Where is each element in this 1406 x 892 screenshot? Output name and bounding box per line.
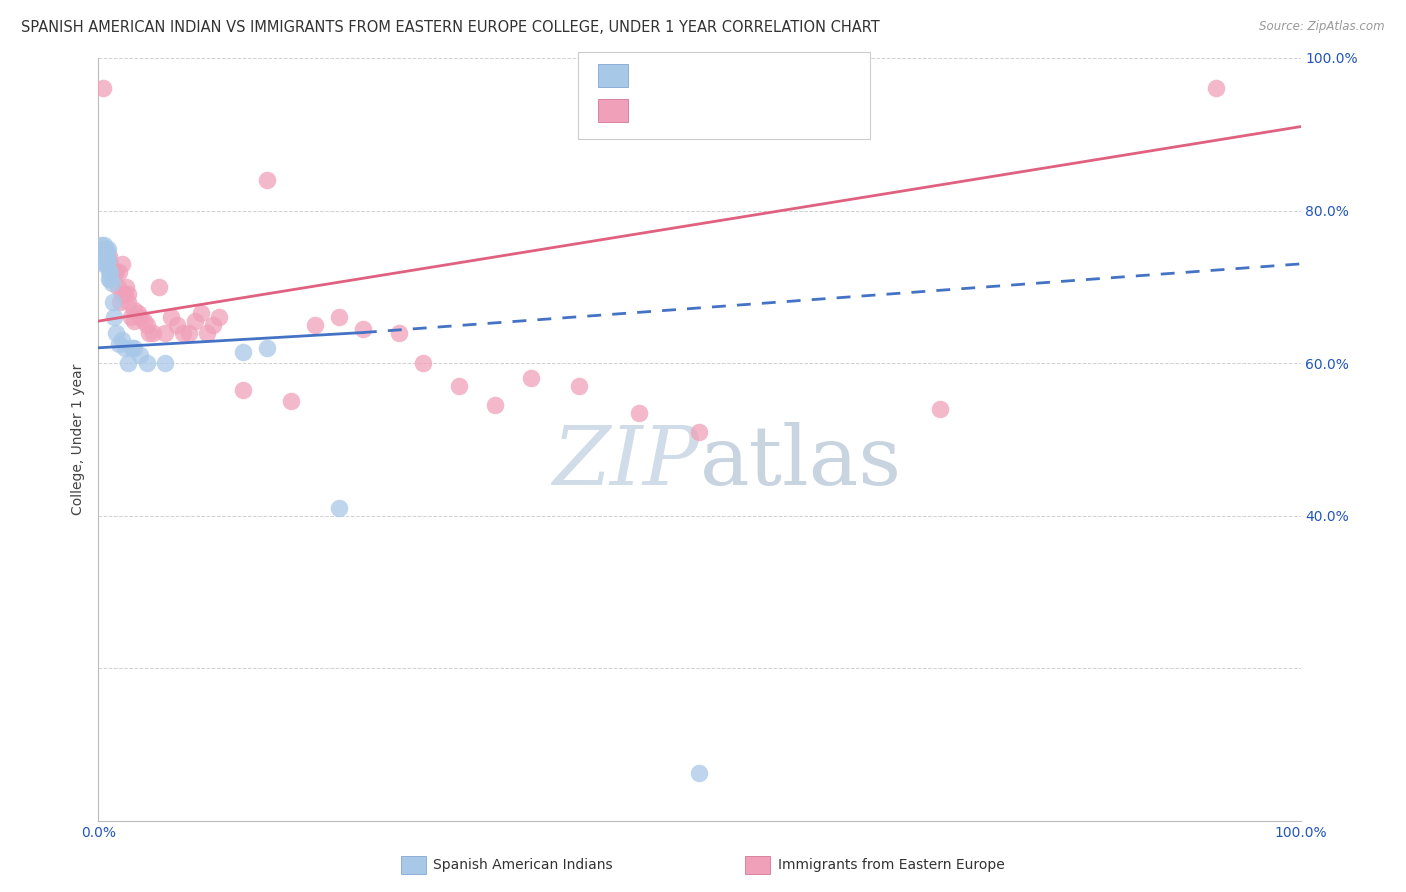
Text: Immigrants from Eastern Europe: Immigrants from Eastern Europe [778,858,1004,872]
Point [100,264,122,278]
Point [153,356,176,370]
Text: Spanish American Indians: Spanish American Indians [433,858,613,872]
Point [117,356,139,370]
Point [121,341,143,355]
Point [97,257,120,271]
Point [105,264,128,278]
Point [93,245,115,260]
Point [98,264,121,278]
Point [111,257,134,271]
Point [117,287,139,301]
Point [129,310,152,325]
Point [280,394,302,409]
Point [183,314,205,328]
Point [90,237,112,252]
Point [100,257,122,271]
Point [93,237,115,252]
Point [107,280,129,294]
Text: R =   0.371   N = 55: R = 0.371 N = 55 [637,99,820,117]
Point [352,322,374,336]
Point [114,287,136,301]
Point [190,306,212,320]
Text: Source: ZipAtlas.com: Source: ZipAtlas.com [1260,20,1385,33]
Point [304,318,326,332]
Point [127,306,149,320]
Point [120,310,142,325]
Point [135,318,157,332]
Text: ZIP: ZIP [553,422,700,502]
Point [111,333,134,347]
Point [568,379,591,393]
Point [108,337,131,351]
Point [94,257,117,271]
Point [91,253,114,268]
Point [117,295,139,310]
Point [103,264,125,278]
Point [132,314,155,328]
Point [256,341,278,355]
Point [138,326,160,340]
Y-axis label: College, Under 1 year: College, Under 1 year [72,364,86,515]
Point [328,500,350,515]
Point [93,242,115,256]
Point [98,249,121,263]
Point [159,310,181,325]
Point [124,341,146,355]
Point [141,326,163,340]
Point [232,344,254,359]
Point [628,406,651,420]
Point [97,253,120,268]
Point [201,318,224,332]
Point [105,326,128,340]
Point [195,326,218,340]
Point [135,356,157,370]
Point [256,173,278,187]
Point [96,253,118,268]
Point [108,295,131,310]
Point [689,425,711,439]
Point [177,326,200,340]
Point [96,249,118,263]
Point [115,280,138,294]
Point [172,326,194,340]
Point [484,398,506,412]
Point [97,242,120,256]
Point [328,310,350,325]
Text: R = 0.034   N = 35: R = 0.034 N = 35 [637,64,807,82]
Point [124,314,146,328]
Point [412,356,434,370]
Point [96,245,118,260]
Point [208,310,231,325]
Point [94,245,117,260]
Point [100,276,122,290]
Point [153,326,176,340]
Point [1205,81,1227,95]
Point [111,287,134,301]
Point [91,249,114,263]
Point [91,242,114,256]
Point [124,302,146,317]
Point [101,295,124,310]
Text: SPANISH AMERICAN INDIAN VS IMMIGRANTS FROM EASTERN EUROPE COLLEGE, UNDER 1 YEAR : SPANISH AMERICAN INDIAN VS IMMIGRANTS FR… [21,20,880,35]
Point [100,272,122,286]
Point [129,348,152,362]
Point [232,383,254,397]
Point [94,242,117,256]
Point [520,371,543,385]
Point [91,81,114,95]
Point [91,245,114,260]
Point [447,379,470,393]
Point [98,272,121,286]
Text: atlas: atlas [700,422,901,502]
Point [928,401,950,416]
Point [166,318,188,332]
Point [93,257,115,271]
Point [148,280,170,294]
Point [388,326,411,340]
Point [108,264,131,278]
Point [103,310,125,325]
Point [101,264,124,278]
Point [689,765,711,780]
Point [114,341,136,355]
